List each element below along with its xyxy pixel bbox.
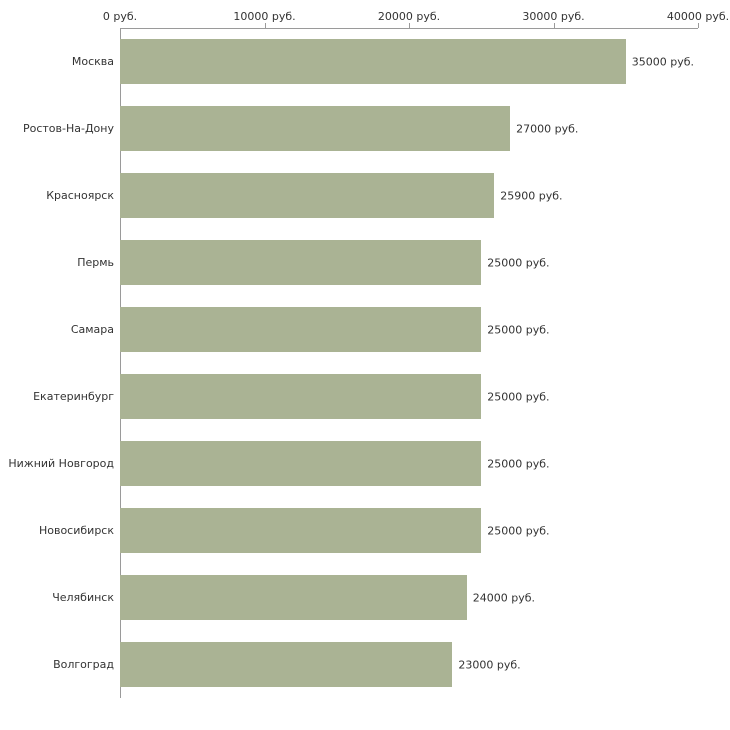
bar-row: Челябинск 24000 руб. bbox=[0, 564, 730, 631]
category-label: Новосибирск bbox=[38, 524, 114, 537]
x-tick-label: 30000 руб. bbox=[522, 10, 585, 23]
bar bbox=[120, 508, 482, 553]
bar bbox=[120, 173, 495, 218]
bar-rows: Москва 35000 руб. Ростов-На-Дону 27000 руб.… bbox=[0, 28, 730, 698]
category-label: Челябинск bbox=[52, 591, 114, 604]
bar-row: Москва 35000 руб. bbox=[0, 28, 730, 95]
x-tick-label: 20000 руб. bbox=[377, 10, 441, 23]
category-label: Красноярск bbox=[46, 189, 114, 202]
x-tick-label: 40000 руб. bbox=[666, 10, 730, 23]
category-label: Ростов-На-Дону bbox=[22, 122, 114, 135]
bar-track: 25000 руб. bbox=[120, 374, 698, 419]
bar-track: 25000 руб. bbox=[120, 307, 698, 352]
bar bbox=[120, 240, 482, 285]
category-label: Самара bbox=[70, 323, 114, 336]
x-tick-label: 0 руб. bbox=[102, 10, 138, 23]
category-label: Нижний Новгород bbox=[8, 457, 114, 470]
category-label: Екатеринбург bbox=[33, 390, 114, 403]
bar bbox=[120, 374, 482, 419]
x-tick-mark bbox=[553, 23, 555, 28]
bar-row: Красноярск 25900 руб. bbox=[0, 162, 730, 229]
value-label: 27000 руб. bbox=[516, 122, 579, 135]
bar-track: 25000 руб. bbox=[120, 508, 698, 553]
bar-row: Екатеринбург 25000 руб. bbox=[0, 363, 730, 430]
x-tick-mark bbox=[698, 23, 699, 28]
bar-track: 27000 руб. bbox=[120, 106, 698, 151]
category-label: Москва bbox=[71, 55, 114, 68]
value-label: 25900 руб. bbox=[500, 189, 563, 202]
x-axis-line bbox=[120, 28, 698, 29]
bar-track: 24000 руб. bbox=[120, 575, 698, 620]
bar bbox=[120, 575, 467, 620]
value-label: 23000 руб. bbox=[458, 658, 521, 671]
bar bbox=[120, 307, 482, 352]
bar-row: Самара 25000 руб. bbox=[0, 296, 730, 363]
bar bbox=[120, 642, 453, 687]
value-label: 25000 руб. bbox=[487, 524, 550, 537]
value-label: 25000 руб. bbox=[487, 256, 550, 269]
x-tick-mark bbox=[409, 23, 410, 28]
category-label: Пермь bbox=[77, 256, 114, 269]
category-label: Волгоград bbox=[53, 658, 114, 671]
bar bbox=[120, 106, 511, 151]
bar-row: Волгоград 23000 руб. bbox=[0, 631, 730, 698]
bar-track: 35000 руб. bbox=[120, 39, 698, 84]
bar-track: 23000 руб. bbox=[120, 642, 698, 687]
y-axis-line bbox=[120, 28, 121, 698]
x-tick-mark bbox=[264, 23, 266, 28]
value-label: 35000 руб. bbox=[631, 55, 695, 68]
bar bbox=[120, 39, 626, 84]
bar-track: 25900 руб. bbox=[120, 173, 698, 218]
bar-track: 25000 руб. bbox=[120, 240, 698, 285]
value-label: 24000 руб. bbox=[472, 591, 536, 604]
value-label: 25000 руб. bbox=[487, 457, 550, 470]
bar-row: Пермь 25000 руб. bbox=[0, 229, 730, 296]
bar-row: Нижний Новгород 25000 руб. bbox=[0, 430, 730, 497]
value-label: 25000 руб. bbox=[487, 323, 550, 336]
bar-row: Новосибирск 25000 руб. bbox=[0, 497, 730, 564]
bar bbox=[120, 441, 482, 486]
bar-track: 25000 руб. bbox=[120, 441, 698, 486]
bar-row: Ростов-На-Дону 27000 руб. bbox=[0, 95, 730, 162]
value-label: 25000 руб. bbox=[487, 390, 550, 403]
x-tick-label: 10000 руб. bbox=[233, 10, 296, 23]
